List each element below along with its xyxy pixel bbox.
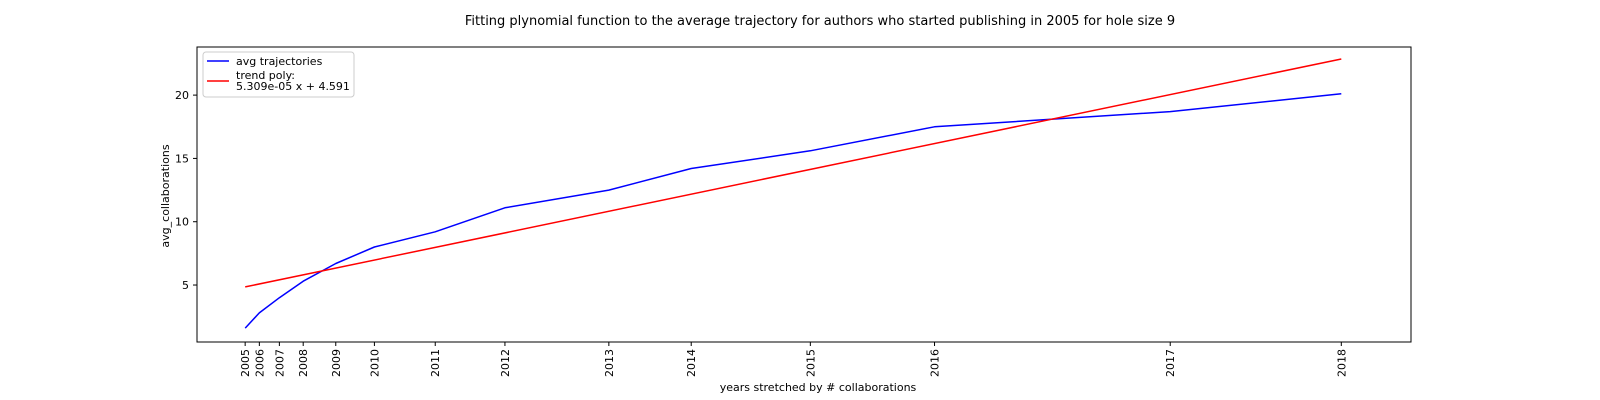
x-tick-label: 2012 (499, 349, 512, 377)
x-tick-label: 2006 (253, 349, 266, 377)
series-line-trend-poly (245, 58, 1342, 288)
y-tick-label: 15 (175, 152, 189, 165)
plot-area-frame (196, 46, 1412, 343)
y-tick-label: 5 (182, 279, 189, 292)
x-tick-label: 2017 (1164, 349, 1177, 377)
x-tick-label: 2010 (368, 349, 381, 377)
x-tick-label: 2011 (429, 349, 442, 377)
x-tick-label: 2018 (1335, 349, 1348, 377)
x-tick-label: 2016 (929, 349, 942, 377)
x-tick-label: 2014 (685, 349, 698, 377)
series-line-avg-trajectories (244, 93, 1342, 329)
x-tick-label: 2005 (239, 349, 252, 377)
x-tick-label: 2013 (603, 349, 616, 377)
x-tick-label: 2009 (330, 349, 343, 377)
x-tick-label: 2008 (297, 349, 310, 377)
x-axis-title: years stretched by # collaborations (720, 381, 917, 394)
legend-label-avg-trajectories: avg trajectories (236, 55, 323, 68)
x-tick-label: 2015 (804, 349, 817, 377)
y-tick-label: 10 (175, 216, 189, 229)
legend-box (202, 51, 355, 98)
y-axis-title: avg_collaborations (159, 144, 172, 247)
y-tick-label: 20 (175, 89, 189, 102)
x-tick-label: 2007 (273, 349, 286, 377)
legend-label-trend-poly: trend poly: 5.309e-05 x + 4.591 (236, 69, 350, 93)
chart-title: Fitting plynomial function to the averag… (465, 14, 1175, 29)
